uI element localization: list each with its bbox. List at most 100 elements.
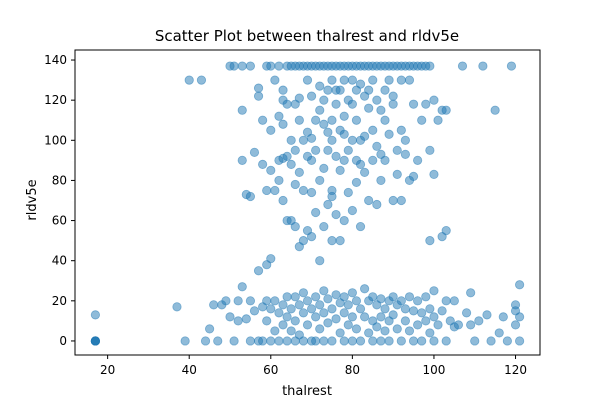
data-point (441, 105, 451, 115)
x-tick-label: 40 (182, 363, 197, 377)
data-point (360, 284, 370, 294)
data-point (278, 119, 288, 129)
data-point (298, 135, 309, 145)
data-point (372, 141, 382, 151)
data-point (172, 302, 182, 312)
data-point (90, 310, 100, 320)
points-layer (90, 61, 525, 346)
data-point (339, 336, 349, 346)
data-point (364, 103, 374, 113)
data-point (323, 85, 333, 95)
data-point (282, 99, 292, 109)
data-point (421, 99, 431, 109)
data-point (311, 292, 321, 302)
data-point (266, 125, 276, 135)
data-point (339, 155, 349, 165)
data-point (376, 294, 386, 304)
data-point (90, 336, 100, 346)
data-point (372, 322, 382, 332)
data-point (380, 155, 390, 165)
data-point (413, 155, 423, 165)
data-point (335, 85, 345, 95)
data-point (233, 296, 243, 306)
data-point (298, 336, 309, 346)
data-point (339, 308, 349, 318)
y-tick-label: 0 (59, 334, 67, 348)
data-point (425, 236, 435, 246)
data-point (368, 125, 378, 135)
data-point (376, 175, 386, 186)
data-point (315, 175, 325, 186)
data-point (278, 85, 288, 95)
data-point (282, 312, 292, 322)
data-point (429, 169, 439, 180)
data-point (315, 256, 325, 266)
data-point (429, 336, 439, 346)
data-point (392, 169, 402, 180)
data-point (319, 308, 329, 318)
data-point (306, 133, 317, 143)
data-point (433, 320, 443, 330)
data-point (237, 105, 247, 115)
data-point (478, 61, 488, 71)
data-point (347, 135, 357, 145)
data-point (294, 93, 304, 103)
data-point (360, 312, 370, 322)
data-point (323, 199, 333, 210)
data-point (339, 75, 349, 85)
data-point (425, 61, 435, 71)
data-point (290, 145, 300, 155)
data-point (323, 145, 333, 155)
data-point (368, 155, 378, 165)
data-point (380, 85, 390, 95)
data-point (510, 306, 521, 316)
data-point (331, 290, 341, 300)
data-point (294, 115, 304, 125)
data-point (311, 336, 321, 346)
data-point (351, 115, 362, 125)
data-point (200, 336, 211, 346)
data-point (355, 79, 366, 89)
data-point (339, 111, 349, 121)
data-point (343, 145, 353, 155)
plot-frame (74, 49, 541, 356)
data-point (331, 314, 341, 324)
data-point (360, 167, 370, 177)
data-point (335, 165, 345, 175)
x-tick-label: 60 (263, 363, 278, 377)
data-point (290, 221, 300, 232)
data-point (286, 304, 296, 314)
y-tick-label: 140 (44, 53, 67, 67)
data-point (266, 254, 276, 264)
data-point (388, 91, 398, 101)
data-point (380, 326, 390, 336)
data-point (315, 81, 325, 91)
data-point (355, 304, 366, 314)
data-point (302, 296, 313, 306)
data-point (396, 296, 406, 306)
data-point (327, 336, 337, 346)
data-point (421, 292, 431, 302)
data-point (274, 175, 284, 186)
data-point (290, 316, 300, 326)
data-point (388, 99, 398, 109)
data-point (278, 320, 288, 330)
data-point (441, 336, 451, 346)
data-point (429, 286, 439, 296)
data-point (249, 306, 260, 316)
data-point (327, 115, 337, 125)
data-point (274, 61, 284, 71)
data-point (266, 304, 276, 314)
x-tick-label: 80 (345, 363, 360, 377)
data-point (339, 215, 349, 226)
data-point (319, 95, 329, 105)
data-point (372, 95, 382, 105)
data-point (233, 316, 243, 326)
data-point (380, 115, 390, 125)
data-point (388, 292, 398, 302)
data-point (286, 326, 296, 336)
data-point (315, 300, 325, 310)
data-point (290, 292, 300, 302)
data-point (245, 61, 255, 71)
data-point (368, 75, 378, 85)
